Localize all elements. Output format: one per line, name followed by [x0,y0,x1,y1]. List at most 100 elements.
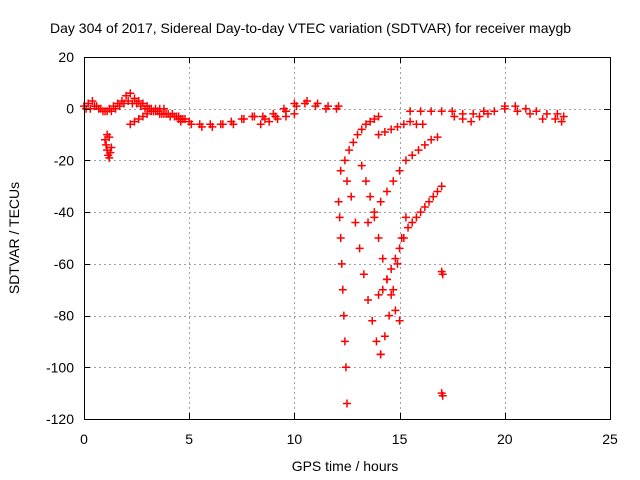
data-point [399,120,408,129]
data-point [292,102,301,111]
y-tick-label: -120 [46,411,74,427]
data-point [349,138,358,147]
data-point [364,296,373,305]
plot-frame [84,57,611,420]
x-axis: 0 5 10 15 20 25 [80,57,618,447]
data-point [265,117,274,126]
data-point [483,109,492,118]
series-mid-cluster-b [176,96,343,131]
data-point [448,107,457,116]
data-point [250,112,259,121]
data-point [147,107,156,116]
data-point [361,120,370,129]
data-point [391,254,400,263]
data-point [532,107,541,116]
data-point [438,391,447,400]
data-point [102,140,111,149]
data-point [347,192,356,201]
series-fall-b [336,112,383,175]
data-point [338,285,347,294]
data-point [385,311,394,320]
data-point [420,140,429,149]
data-point [208,122,217,131]
data-point [111,104,120,113]
data-point [345,146,354,155]
data-point [130,117,139,126]
data-point [159,104,168,113]
data-point [324,102,333,111]
y-tick-label: -20 [54,152,74,168]
x-tick-label: 5 [185,431,193,447]
data-point [372,337,381,346]
data-point [559,112,568,121]
data-point [395,244,404,253]
data-point [334,102,343,111]
data-point [438,270,447,279]
data-point [370,208,379,217]
data-point [90,102,99,111]
y-axis-label: SDTVAR / TECUs [6,182,22,294]
data-point [433,187,442,196]
data-point [340,156,349,165]
data-point [427,135,436,144]
data-point [437,107,446,116]
data-point [229,120,238,129]
data-point [273,115,282,124]
data-point [343,177,351,186]
data-point [429,192,438,201]
data-point [361,177,370,186]
x-tick-label: 20 [497,431,513,447]
data-point [521,104,530,113]
data-point [406,107,415,116]
data-point [88,96,97,105]
data-point [500,102,509,111]
x-tick-label: 0 [80,431,88,447]
data-point [382,187,391,196]
data-point [162,109,171,118]
data-point [513,107,522,116]
data-point [526,109,535,118]
y-tick-label: 0 [66,101,74,117]
series-rise-g [364,133,442,227]
series-outliers [437,267,447,400]
data-point [84,99,93,108]
data-point [105,153,114,162]
series-fall-a [334,197,351,408]
data-point [475,112,484,121]
data-point [382,275,391,284]
x-tick-label: 15 [392,431,408,447]
data-point [374,112,383,121]
data-point [389,285,398,294]
series-fall-e [374,182,446,299]
data-point [374,234,383,242]
data-point [143,109,152,118]
data-point [389,177,398,186]
y-tick-label: -60 [54,256,74,272]
data-point [412,213,421,222]
data-point [351,218,360,227]
data-point [427,107,436,116]
data-point [357,125,366,134]
data-point [256,120,265,129]
data-point [378,254,387,263]
data-point [433,133,442,142]
data-point [551,115,560,124]
data-point [134,115,143,124]
data-point [339,311,348,320]
data-point [337,259,346,268]
data-point [420,202,429,211]
data-point [425,197,434,206]
data-point [370,115,379,124]
data-point [115,102,124,111]
data-point [126,120,135,129]
data-point [357,161,366,170]
data-point [387,265,396,274]
data-point [387,125,396,134]
data-point [467,117,476,126]
data-point [94,104,103,113]
data-point [437,182,446,191]
series-mid-branch [256,109,299,129]
data-point [414,146,423,155]
data-point [416,208,425,217]
